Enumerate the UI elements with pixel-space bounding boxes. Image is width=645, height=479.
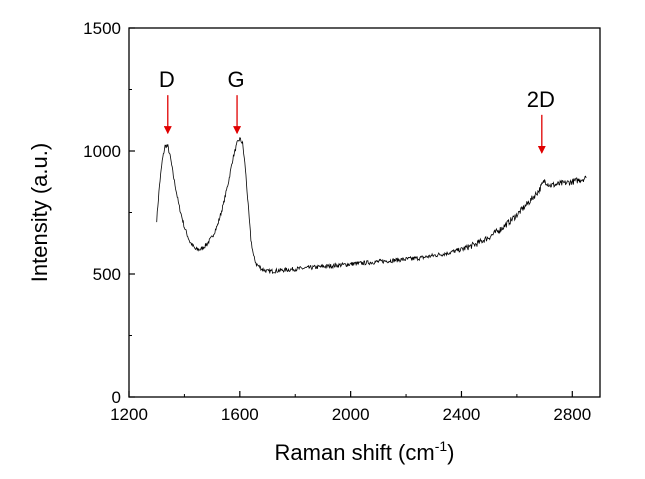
y-tick-label: 1500 <box>83 19 121 38</box>
x-tick-label: 1200 <box>110 405 148 424</box>
x-tick-label: 2000 <box>332 405 370 424</box>
y-tick-label: 500 <box>93 265 121 284</box>
x-axis-title: Raman shift (cm-1) <box>275 438 455 465</box>
2d-peak-label: 2D <box>527 87 555 112</box>
y-tick-label: 0 <box>112 388 121 407</box>
plot-frame <box>128 27 601 398</box>
d-peak-label: D <box>159 67 175 92</box>
y-tick-label: 1000 <box>83 142 121 161</box>
x-tick-label: 1600 <box>221 405 259 424</box>
y-axis-title: Intensity (a.u.) <box>27 143 52 282</box>
x-tick-label: 2800 <box>553 405 591 424</box>
g-peak-label: G <box>227 67 244 92</box>
x-axis-title-superscript: -1 <box>435 438 448 454</box>
x-axis-title-main: Raman shift (cm <box>275 440 435 465</box>
spectrum-line <box>156 137 587 274</box>
x-tick-label: 2400 <box>443 405 481 424</box>
x-axis-title-suffix: ) <box>447 440 454 465</box>
